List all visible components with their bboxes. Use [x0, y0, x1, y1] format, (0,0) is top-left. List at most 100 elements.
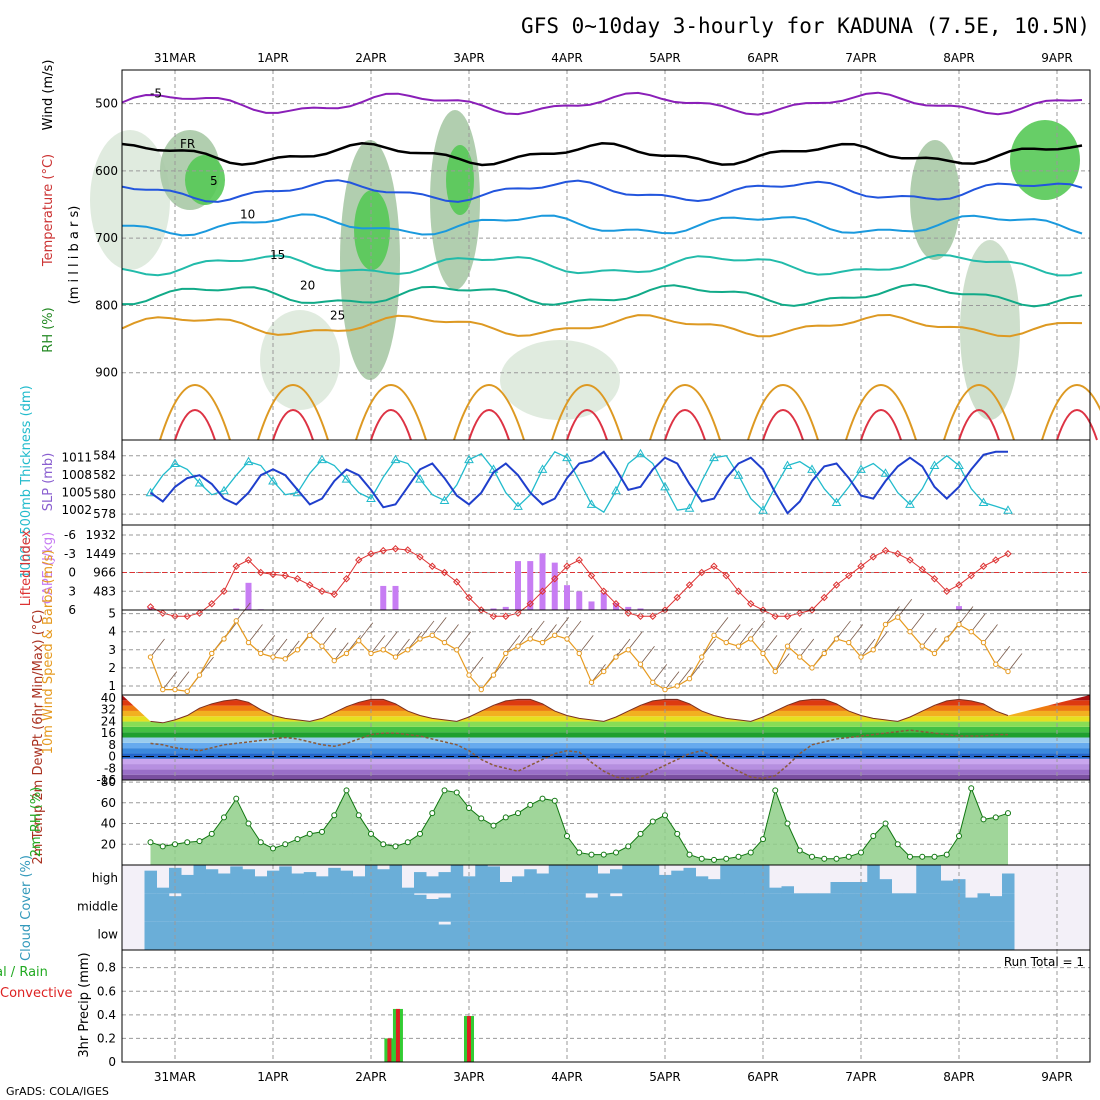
rh-shade: [90, 130, 170, 270]
cape-tick-label: 1932: [85, 528, 116, 542]
thickness-point: [439, 495, 450, 505]
wind-barb: [370, 635, 386, 654]
pressure-tick-label: 900: [95, 366, 118, 380]
lifted-index-point: [391, 545, 400, 553]
rh-point: [576, 849, 583, 856]
lifted-index-point: [636, 612, 645, 620]
cloud-bar: [928, 865, 941, 894]
date-label-bottom: 4APR: [551, 1070, 582, 1084]
wind-tick-label: 4: [108, 625, 116, 639]
isotherm-arc: [762, 409, 804, 441]
cloud-bar: [585, 897, 598, 922]
rh-point: [943, 851, 950, 858]
rh-shade: [1010, 120, 1080, 200]
cape-bar: [515, 561, 521, 610]
lifted-index-point: [330, 590, 338, 599]
cloud-bar: [230, 921, 243, 950]
wind-barb: [578, 635, 594, 654]
wind-speed-point: [637, 661, 644, 667]
lifted-index-point: [208, 600, 216, 608]
rh-point: [441, 787, 448, 794]
rh-point: [980, 816, 987, 823]
wind-barb: [309, 617, 325, 636]
wind-speed-point: [760, 650, 766, 657]
lifted-index-point: [673, 593, 681, 602]
rh-point: [968, 785, 975, 792]
lifted-index-point: [710, 562, 718, 570]
wind-speed-point: [980, 639, 987, 646]
isotherm-label: 25: [330, 309, 345, 323]
cloud-bar: [487, 921, 500, 950]
rh-shade: [960, 240, 1020, 420]
rh-point: [809, 853, 815, 860]
cloud-bar: [303, 893, 317, 922]
rh-tick-label: 20: [101, 837, 116, 851]
cloud-bar: [487, 866, 500, 894]
cloud-bar: [426, 899, 439, 922]
temp-band: [122, 721, 1090, 727]
cloud-bar: [806, 921, 819, 950]
thickness-point: [733, 470, 744, 479]
cloud-bar: [781, 893, 794, 922]
isotherm-line: [121, 313, 1083, 338]
cloud-bar: [352, 921, 366, 950]
date-label-top: 5APR: [649, 51, 680, 65]
wind-tick-label: 5: [108, 607, 116, 621]
cloud-bar: [230, 866, 243, 894]
cloud-bar: [377, 869, 390, 894]
cloud-bar: [242, 869, 255, 894]
temp-band: [122, 774, 1090, 780]
thickness-point: [243, 456, 254, 466]
wind-speed-point: [931, 650, 938, 657]
cloud-bar: [499, 921, 513, 950]
rh-point: [515, 810, 521, 817]
rh-point: [404, 839, 411, 846]
temp-tick-label: 8: [108, 738, 116, 752]
rh-point: [882, 820, 889, 827]
cloud-bar: [867, 921, 880, 950]
thickness-point: [1003, 505, 1013, 514]
cloud-bar: [389, 865, 402, 894]
cloud-bar: [499, 893, 513, 922]
lifted-index-point: [453, 578, 461, 586]
cloud-bar: [977, 893, 990, 922]
wind-barb: [321, 627, 337, 647]
isotherm-arc: [174, 409, 216, 441]
date-label-top: 31MAR: [154, 51, 196, 65]
rh-point: [355, 812, 362, 819]
cloud-bar: [842, 893, 856, 922]
wind-speed-point: [196, 672, 203, 678]
lifted-index-point: [220, 587, 228, 595]
cloud-bar: [818, 893, 831, 922]
rh-point: [833, 855, 840, 862]
isotherm-arc: [468, 409, 510, 441]
wind-barb: [970, 613, 986, 632]
wind-speed-point: [307, 632, 313, 639]
cloud-bar: [916, 865, 929, 894]
wind-speed-point: [919, 643, 925, 649]
thickness-tick-label: 578: [93, 507, 116, 521]
isotherm-line: [121, 213, 1083, 237]
wind-barb: [542, 624, 557, 643]
thickness-frame: [121, 439, 1091, 526]
cloud-bar: [401, 921, 415, 950]
wind-speed-point: [968, 629, 974, 635]
wind-barb: [897, 598, 913, 618]
date-label-top: 4APR: [551, 51, 582, 65]
wind-speed-point: [784, 643, 791, 649]
lifted-index-tick-label: -3: [64, 547, 76, 561]
lifted-index-point: [832, 581, 841, 589]
cloud-bar: [659, 874, 672, 894]
wind-speed-point: [466, 672, 472, 678]
cloud-bar: [193, 893, 206, 922]
lifted-index-point: [404, 546, 412, 554]
wind-speed-point: [270, 654, 276, 660]
lifted-index-point: [159, 609, 167, 617]
lifted-index-point: [416, 553, 424, 561]
rh-tick-label: 80: [101, 775, 116, 789]
rh-tick-label: 60: [101, 796, 116, 810]
rh-point: [735, 853, 742, 860]
wind-barb: [872, 631, 888, 651]
wind-speed-point: [821, 650, 827, 657]
